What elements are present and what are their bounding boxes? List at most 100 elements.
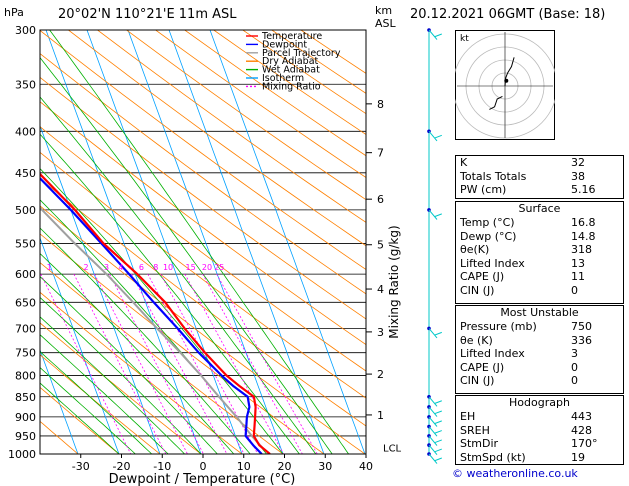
wind-barb	[428, 328, 438, 339]
temperature-tick-label: -20	[113, 460, 131, 473]
wind-barb-feather	[434, 33, 442, 38]
legend-item: Parcel Trajectory	[262, 48, 341, 59]
legend-item: Dewpoint	[262, 39, 307, 50]
surface-dewp-label: Dewp (°C)	[460, 229, 517, 243]
dry-adiabat-line	[184, 30, 366, 157]
mu-cin-value: 0	[571, 374, 578, 387]
mixing-ratio-line	[131, 273, 228, 454]
dry-adiabat-line	[40, 354, 161, 454]
x-axis-label: Dewpoint / Temperature (°C)	[109, 472, 296, 486]
dry-adiabat-line	[40, 205, 366, 454]
wind-barb	[428, 444, 438, 456]
height-km-label: 7	[377, 147, 384, 160]
mu-li-label: Lifted Index	[460, 347, 525, 360]
legend-item: Wet Adiabat	[262, 65, 320, 76]
mixing-ratio-line	[73, 273, 167, 454]
surface-theta-value: 318	[571, 243, 592, 256]
wet-adiabat-line	[40, 334, 169, 454]
temperature-line	[40, 172, 271, 454]
height-km-label: 6	[377, 193, 384, 206]
mu-cape-label: CAPE (J)	[460, 360, 505, 374]
totals-totals-label: Totals Totals	[460, 169, 527, 183]
storm-direction-value: 170°	[571, 437, 598, 450]
most-unstable-panel: Most Unstable Pressure (mb) 750 θe (K) 336…	[455, 305, 624, 394]
mu-theta-label: θe (K)	[460, 333, 493, 347]
mixing-ratio-axis-label: Mixing Ratio (g/kg)	[387, 225, 401, 338]
storm-motion-marker	[504, 78, 509, 83]
temperature-tick-label: 20	[278, 460, 292, 473]
surface-temp-label: Temp (°C)	[460, 216, 515, 229]
wind-barb-feather	[434, 439, 442, 444]
pressure-tick-label: 350	[15, 78, 36, 91]
mixing-ratio-line	[94, 273, 188, 454]
pressure-tick-label: 500	[15, 204, 36, 217]
dry-adiabat-line	[40, 291, 243, 454]
pressure-tick-label: 600	[15, 268, 36, 281]
most-unstable-title: Most Unstable	[500, 306, 579, 319]
wind-barb-feather	[434, 410, 442, 415]
dry-adiabat-line	[40, 53, 366, 295]
isotherm-line	[40, 348, 79, 454]
surface-theta-label: θe(K)	[460, 243, 490, 256]
mixing-ratio-label: 10	[163, 263, 173, 272]
k-index-value: 32	[571, 156, 585, 169]
mu-li-value: 3	[571, 347, 578, 360]
mixing-ratio-label: 25	[214, 263, 224, 272]
surface-title: Surface	[518, 202, 561, 215]
dry-adiabat-line	[40, 76, 366, 320]
sreh-value: 428	[571, 423, 592, 437]
pressure-tick-label: 650	[15, 296, 36, 309]
dry-adiabat-line	[155, 30, 366, 178]
mixing-ratio-label: 4	[118, 263, 123, 272]
mixing-ratio-label: 3	[104, 263, 109, 272]
surface-temp-value: 16.8	[571, 216, 596, 229]
pressure-tick-label: 300	[15, 24, 36, 37]
isotherm-line	[209, 30, 366, 454]
hodograph: kt	[455, 30, 555, 140]
sreh-label: SREH	[460, 423, 490, 437]
plot-frame	[39, 29, 367, 455]
mixing-ratio-line	[147, 273, 245, 454]
height-unit-km: km	[375, 4, 393, 17]
storm-speed-value: 19	[571, 450, 585, 464]
pressure-tick-label: 550	[15, 237, 36, 250]
pressure-tick-label: 950	[15, 430, 36, 443]
height-km-label: 5	[377, 239, 384, 252]
height-km-label: 8	[377, 98, 384, 111]
mu-pressure-label: Pressure (mb)	[460, 320, 537, 333]
surface-panel: Surface Temp (°C) 16.8 Dewp (°C) 14.8 θe(K…	[455, 201, 624, 304]
storm-direction-label: StmDir	[460, 437, 499, 450]
sounding-datetime: 20.12.2021 06GMT (Base: 18)	[410, 7, 606, 22]
pressure-tick-label: 450	[15, 167, 36, 180]
temperature-tick-label: -30	[72, 460, 90, 473]
wind-barb-feather	[434, 420, 442, 425]
isotherm-line	[86, 30, 243, 454]
isotherm-line	[168, 30, 325, 454]
height-km-label: 1	[377, 409, 384, 422]
wind-barb	[428, 29, 438, 40]
wind-barb	[428, 453, 438, 464]
wet-adiabat-line	[40, 96, 317, 454]
dry-adiabat-line	[40, 420, 79, 454]
dry-adiabat-line	[40, 151, 366, 399]
eh-value: 443	[571, 410, 592, 423]
wind-barb	[428, 396, 438, 407]
precipitable-water-value: 5.16	[571, 183, 596, 196]
wind-barb	[428, 130, 438, 142]
mixing-ratio-label: 8	[153, 263, 158, 272]
wind-barb-feather	[434, 430, 442, 434]
hodograph-title: Hodograph	[509, 396, 570, 409]
surface-cin-label: CIN (J)	[460, 283, 495, 297]
wind-barb-feather	[434, 448, 442, 453]
wind-barb	[428, 416, 438, 427]
dry-adiabat-line	[40, 30, 366, 271]
wet-adiabat-line	[40, 133, 300, 454]
parcel-trajectory-line	[40, 206, 271, 454]
pressure-tick-label: 1000	[8, 448, 36, 461]
height-km-label: 3	[377, 326, 384, 339]
pressure-tick-label: 750	[15, 347, 36, 360]
mu-theta-value: 336	[571, 333, 592, 347]
wet-adiabat-line	[40, 275, 218, 454]
legend-item: Temperature	[261, 31, 322, 42]
dry-adiabat-line	[40, 233, 325, 454]
